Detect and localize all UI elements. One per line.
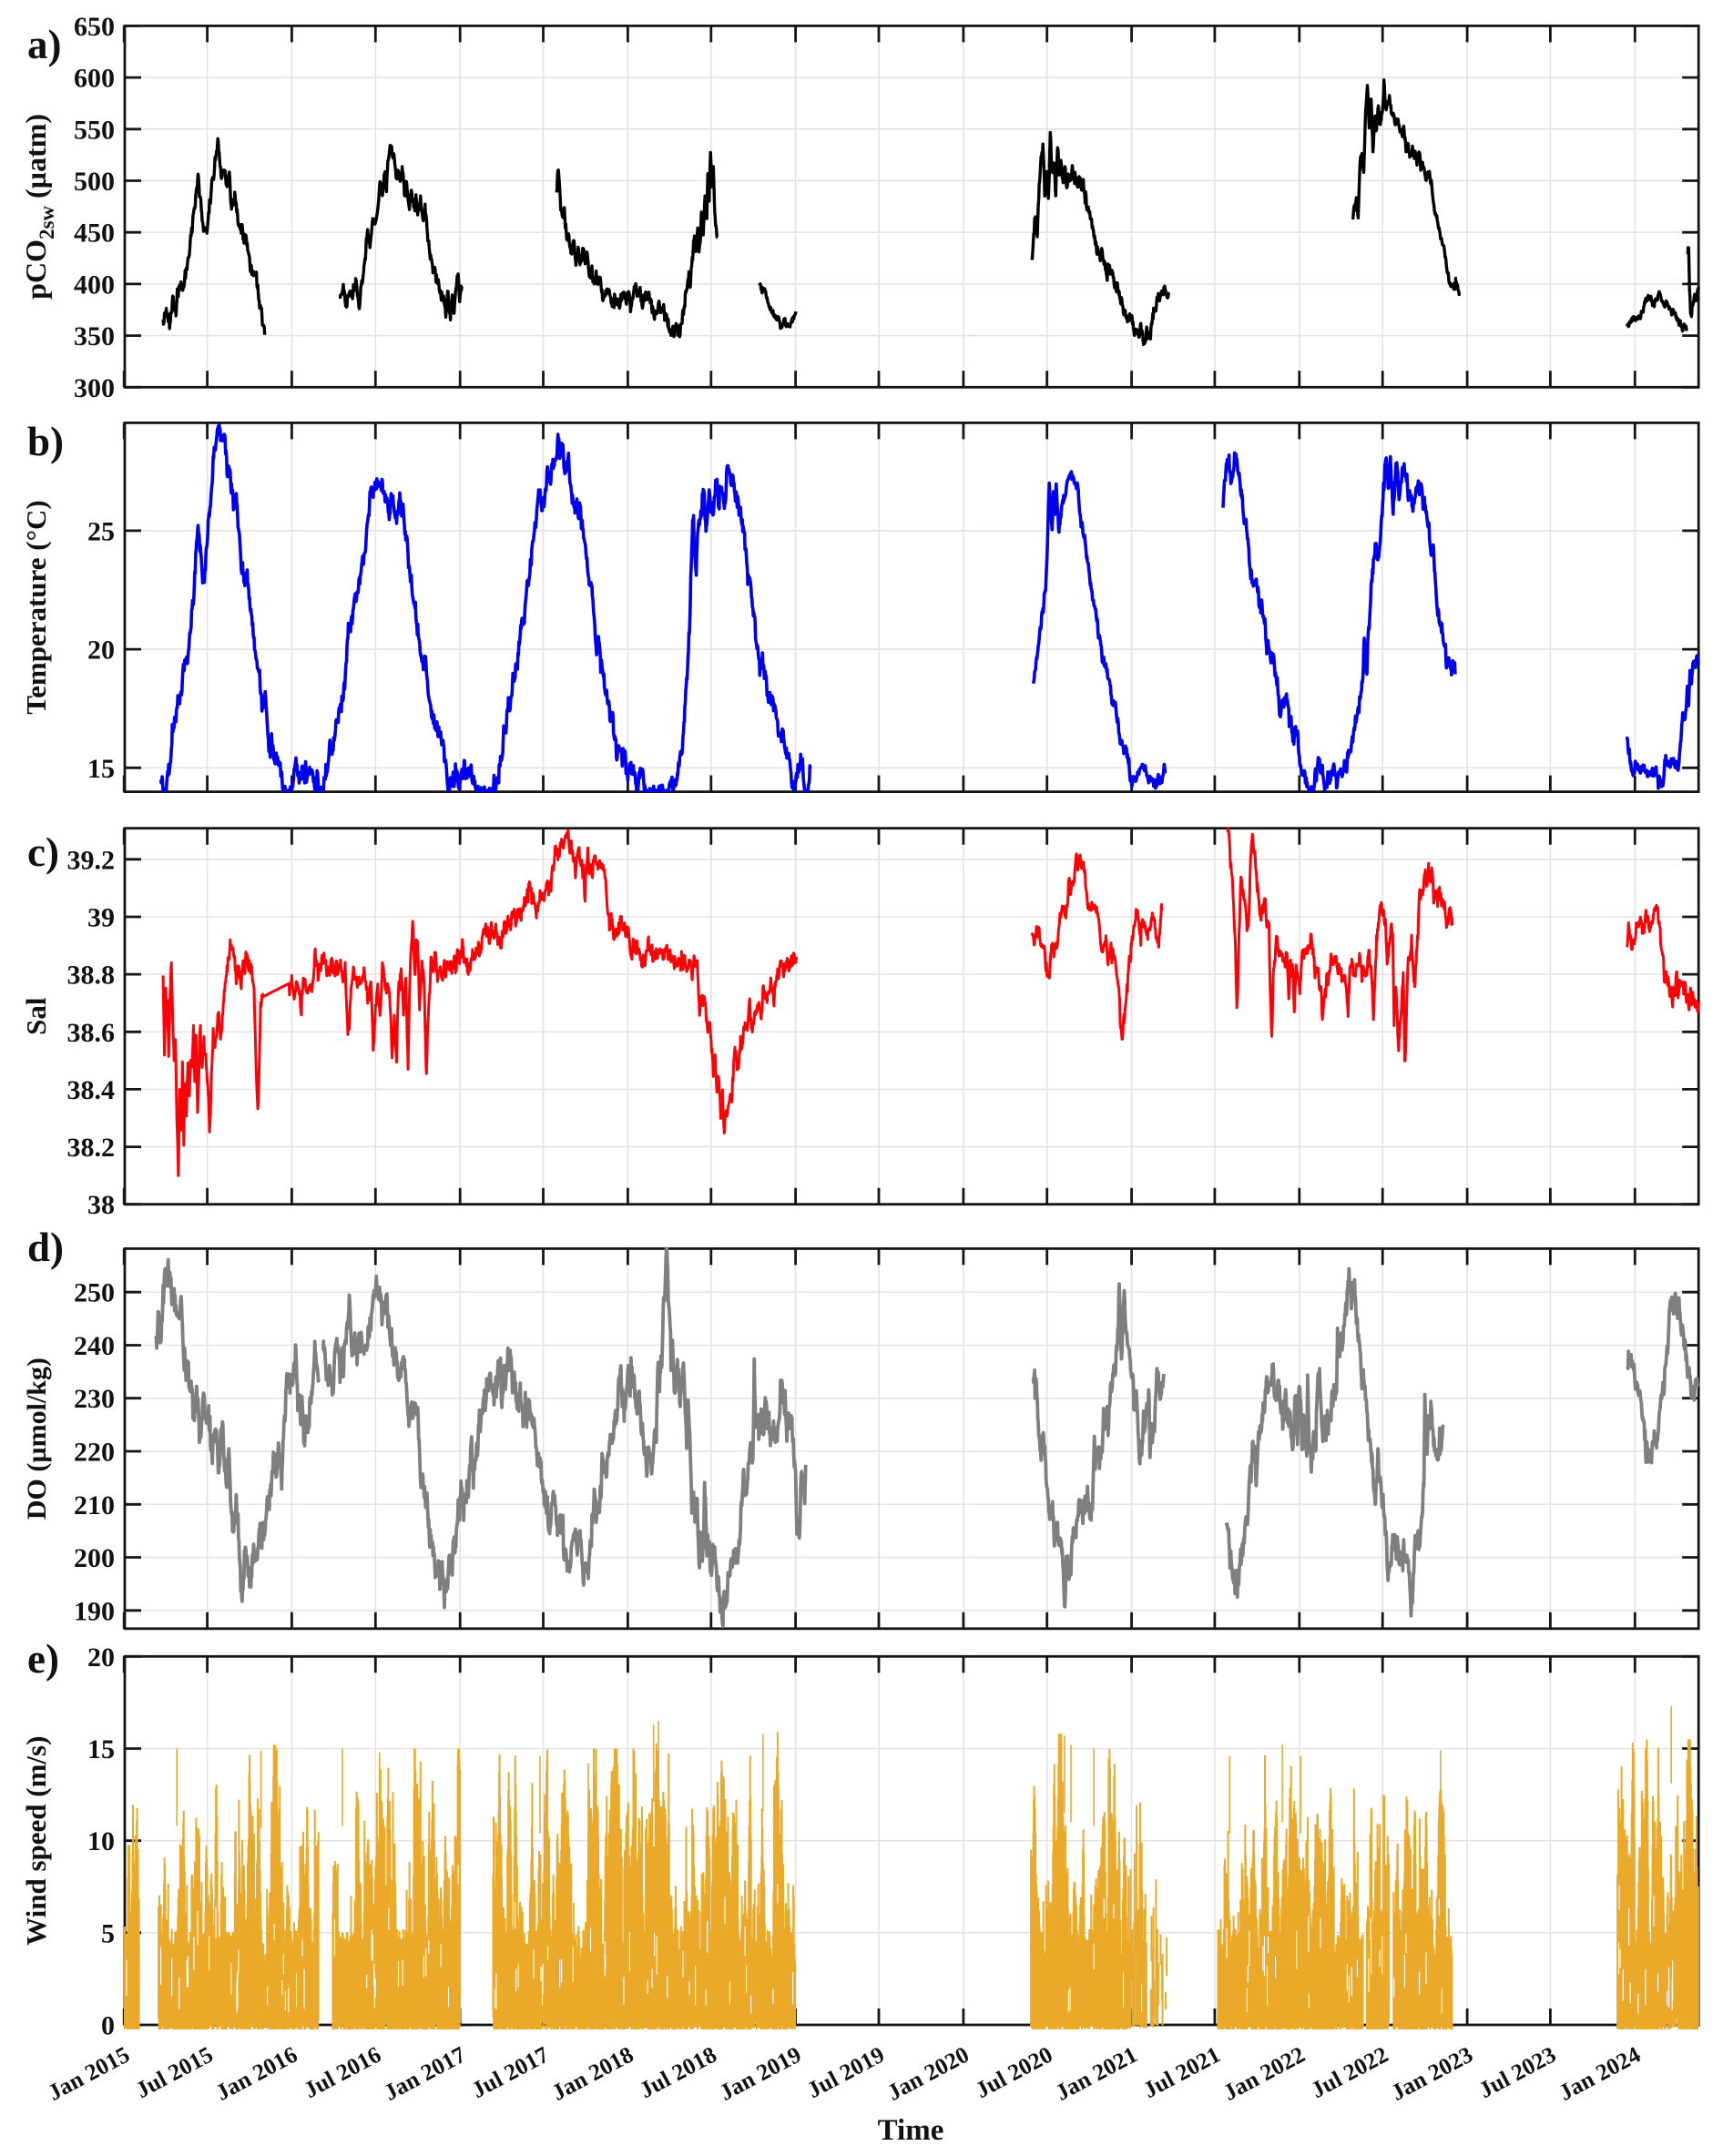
svg-text:38.6: 38.6 [67, 1018, 116, 1048]
svg-text:Time: Time [878, 2114, 944, 2147]
svg-text:Temperature (°C): Temperature (°C) [20, 500, 52, 714]
svg-text:a): a) [27, 22, 62, 67]
svg-text:15: 15 [87, 754, 115, 784]
svg-text:210: 210 [74, 1490, 115, 1520]
svg-text:pCO2sw (µatm): pCO2sw (µatm) [19, 114, 58, 300]
svg-text:220: 220 [74, 1438, 115, 1468]
svg-text:38.8: 38.8 [67, 961, 116, 991]
svg-text:25: 25 [87, 516, 115, 546]
svg-text:240: 240 [74, 1331, 115, 1361]
svg-text:200: 200 [74, 1543, 115, 1573]
svg-text:b): b) [27, 419, 64, 464]
svg-text:500: 500 [74, 167, 115, 197]
svg-text:39: 39 [87, 903, 115, 933]
svg-text:38: 38 [87, 1190, 115, 1220]
svg-text:230: 230 [74, 1384, 115, 1414]
svg-text:39.2: 39.2 [67, 845, 116, 875]
svg-text:Sal: Sal [20, 997, 52, 1035]
svg-text:20: 20 [87, 636, 115, 666]
svg-text:600: 600 [74, 64, 115, 94]
svg-text:0: 0 [101, 2011, 115, 2041]
svg-text:DO (µmol/kg): DO (µmol/kg) [22, 1358, 52, 1520]
svg-text:c): c) [27, 829, 59, 875]
svg-text:e): e) [27, 1636, 59, 1682]
svg-text:250: 250 [74, 1278, 115, 1308]
svg-text:10: 10 [87, 1826, 115, 1856]
svg-text:550: 550 [74, 115, 115, 145]
svg-text:38.2: 38.2 [67, 1133, 116, 1163]
svg-text:400: 400 [74, 270, 115, 300]
svg-text:190: 190 [74, 1596, 115, 1626]
svg-text:450: 450 [74, 219, 115, 249]
svg-text:650: 650 [74, 12, 115, 42]
svg-text:350: 350 [74, 321, 115, 351]
svg-text:5: 5 [101, 1918, 115, 1948]
svg-text:300: 300 [74, 373, 115, 403]
svg-text:20: 20 [87, 1642, 115, 1673]
svg-text:15: 15 [87, 1734, 115, 1764]
svg-text:d): d) [27, 1225, 64, 1270]
svg-text:38.4: 38.4 [67, 1075, 116, 1105]
svg-text:Wind speed (m/s): Wind speed (m/s) [20, 1736, 52, 1946]
